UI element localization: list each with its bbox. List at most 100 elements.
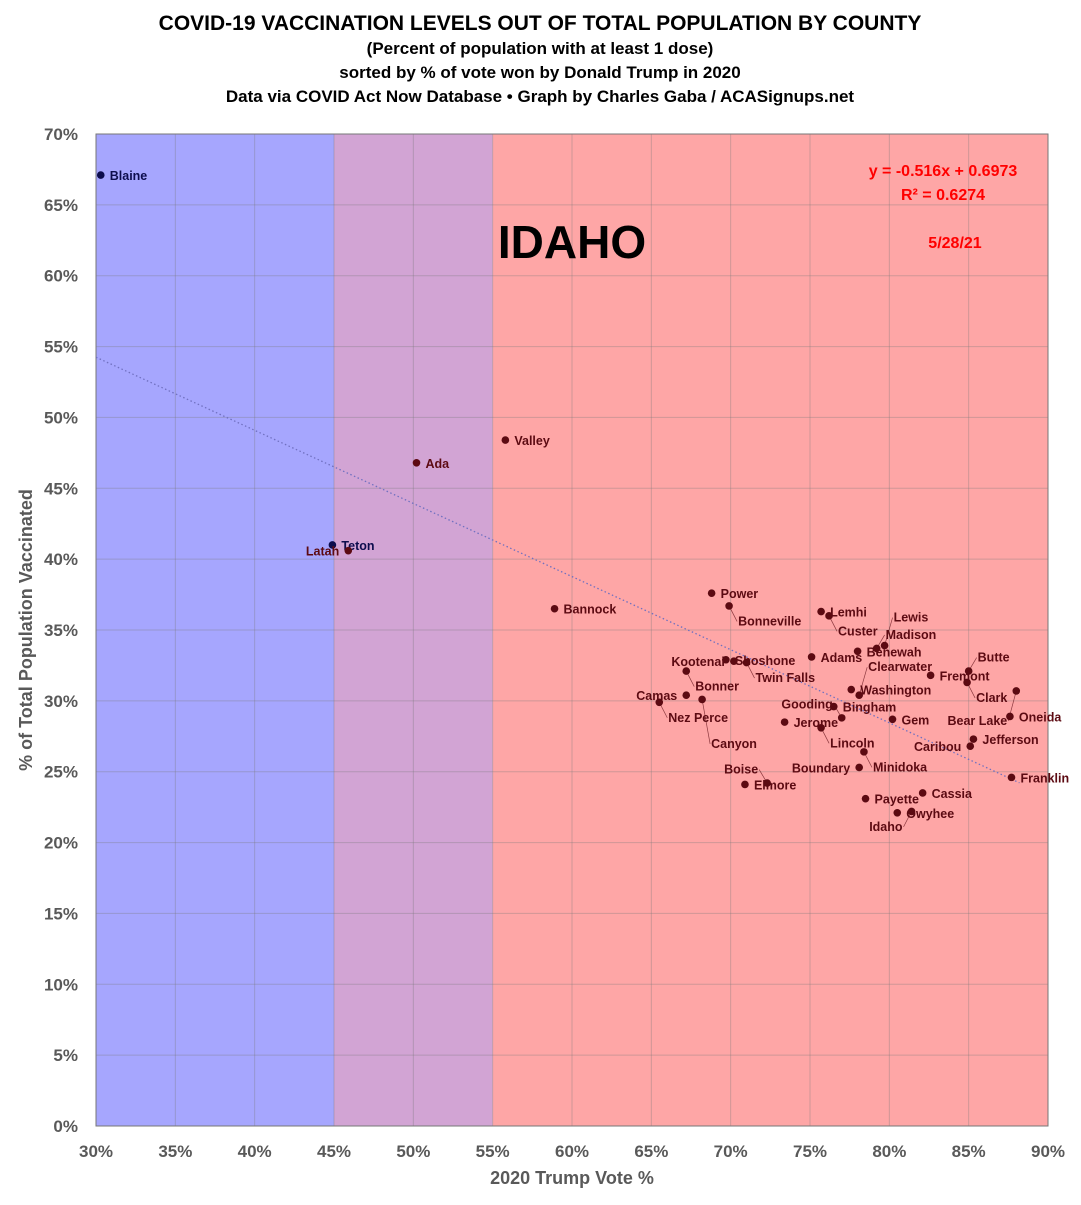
point-boise (763, 779, 771, 787)
label-leader-line (884, 617, 893, 646)
x-tick-label: 85% (952, 1142, 986, 1161)
region-1 (334, 134, 493, 1126)
trendline (95, 356, 1020, 784)
point-clearwater (855, 691, 863, 699)
point-franklin (1007, 773, 1016, 782)
point-label: Power (721, 587, 759, 601)
point-bannock (550, 604, 559, 613)
point-shoshone (722, 655, 730, 664)
point-label: Valley (514, 434, 549, 448)
point-label: Jerome (794, 716, 839, 730)
point-label: Kootenai (671, 655, 724, 669)
region-0 (96, 134, 334, 1126)
date-label: 5/28/21 (928, 235, 981, 252)
point-label: Boundary (792, 761, 850, 775)
point-gem (888, 715, 897, 724)
point-owyhee (893, 809, 902, 817)
point-caribou (966, 742, 975, 751)
chart-subtitle-1: (Percent of population with at least 1 d… (367, 39, 714, 58)
y-axis-title: % of Total Population Vaccinated (16, 489, 36, 771)
point-label: Blaine (110, 169, 148, 183)
x-tick-label: 80% (872, 1142, 906, 1161)
point-valley (501, 436, 510, 444)
y-tick-label: 10% (44, 975, 78, 994)
point-elmore (741, 780, 749, 789)
point-teton (328, 541, 337, 549)
point-idaho (907, 807, 916, 816)
point-benewah (853, 647, 862, 656)
point-label: Elmore (754, 778, 796, 792)
point-label: Canyon (711, 737, 757, 751)
point-label: Idaho (869, 820, 903, 834)
y-tick-label: 20% (44, 834, 78, 853)
point-label: Lemhi (830, 606, 867, 620)
gridlines (95, 133, 1049, 1127)
data-points: BlaineAdaValleyTetonLatahBannockPowerBon… (96, 169, 1069, 834)
point-label: Washington (860, 684, 931, 698)
point-label: Jefferson (982, 733, 1038, 747)
point-camas (682, 691, 691, 699)
x-tick-label: 90% (1031, 1142, 1065, 1161)
point-label: Bonner (695, 680, 739, 694)
point-gooding (837, 714, 846, 722)
label-leader-line (858, 667, 868, 696)
point-label: Cassia (932, 787, 973, 801)
point-label: Payette (875, 793, 920, 807)
point-label: Butte (978, 651, 1010, 665)
point-label: Caribou (914, 740, 961, 754)
point-label: Boise (724, 763, 758, 777)
point-label: Fremont (940, 669, 991, 683)
point-label: Bingham (843, 701, 896, 715)
state-label: IDAHO (498, 216, 646, 268)
point-lemhi (817, 607, 825, 616)
point-bear-lake (1012, 687, 1021, 695)
x-tick-label: 55% (476, 1142, 510, 1161)
axis-ticks: 30% 35% 40% 45% 50% 55% 60% 65% 70% 75% 80% 85% 90% 0… (44, 125, 1065, 1161)
y-tick-label: 70% (44, 125, 78, 144)
point-clark (963, 678, 971, 687)
point-label: Clark (976, 691, 1007, 705)
point-washington (847, 685, 856, 694)
trendline-path (95, 356, 1020, 784)
y-tick-label: 60% (44, 267, 78, 286)
point-boundary (855, 763, 863, 772)
y-tick-label: 45% (44, 479, 78, 498)
point-oneida (1006, 712, 1014, 721)
point-label: Owyhee (906, 807, 954, 821)
point-payette (861, 794, 870, 803)
point-label: Lincoln (830, 736, 874, 750)
region-2 (492, 134, 1049, 1126)
y-tick-label: 40% (44, 550, 78, 569)
chart-subtitle-2: sorted by % of vote won by Donald Trump … (339, 63, 740, 82)
y-tick-label: 50% (44, 408, 78, 427)
y-tick-label: 30% (44, 692, 78, 711)
x-tick-label: 70% (714, 1142, 748, 1161)
y-tick-label: 55% (44, 338, 78, 357)
point-label: Nez Perce (668, 711, 728, 725)
x-tick-label: 35% (158, 1142, 192, 1161)
point-jefferson (969, 735, 978, 743)
point-label: Minidoka (873, 760, 928, 774)
region-backgrounds (96, 134, 1049, 1126)
x-tick-label: 40% (238, 1142, 272, 1161)
point-minidoka (860, 748, 868, 756)
point-custer (825, 612, 833, 620)
y-tick-label: 15% (44, 904, 78, 923)
point-fremont (926, 671, 935, 680)
point-ada (412, 458, 421, 467)
point-label: Camas (636, 689, 677, 703)
chart-subtitle-3: Data via COVID Act Now Database • Graph … (226, 87, 855, 106)
point-canyon (698, 695, 706, 704)
point-blaine (96, 171, 105, 179)
point-cassia (918, 789, 927, 797)
point-label: Twin Falls (756, 671, 816, 685)
point-latah (344, 546, 353, 555)
y-tick-label: 65% (44, 196, 78, 215)
point-label: Madison (886, 628, 937, 642)
point-bonneville (725, 602, 733, 610)
point-madison (872, 644, 881, 653)
point-label: Clearwater (868, 660, 932, 674)
x-tick-label: 75% (793, 1142, 827, 1161)
point-label: Custer (838, 624, 878, 638)
